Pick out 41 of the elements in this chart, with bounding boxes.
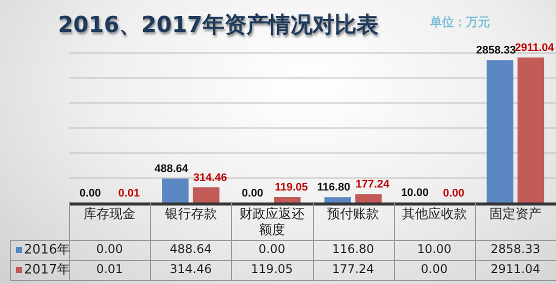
x-tick-label: 其他应收款: [402, 206, 467, 222]
text: 2858.33: [476, 44, 516, 57]
data-label: 0.00: [420, 262, 448, 276]
text: 单位：万元: [430, 14, 490, 31]
legend-label: 2017年: [24, 262, 70, 278]
bar: [486, 60, 514, 202]
data-label: 177.24: [332, 262, 374, 276]
text: 488.64: [154, 163, 188, 176]
bar: [274, 197, 301, 202]
data-label: 10.00: [417, 242, 452, 256]
data-label: 0.01: [96, 262, 123, 276]
data-label: 488.64: [170, 242, 212, 256]
text: 10.00: [401, 187, 429, 200]
text: 0.00: [442, 188, 464, 200]
text: 116.80: [317, 182, 350, 194]
x-tick-label: 固定资产: [489, 207, 542, 222]
legend-label: 2016年: [24, 242, 70, 258]
data-label: 2911.04: [490, 262, 540, 276]
text: 0.01: [118, 188, 140, 200]
data-label: 116.80: [332, 242, 374, 256]
x-tick-label: 预付账款: [327, 207, 380, 222]
chart-title: 2016、2017年资产情况对比表: [58, 12, 378, 40]
x-tick-label: 银行存款: [164, 207, 217, 222]
bar: [192, 187, 220, 202]
text: 177.24: [356, 178, 390, 191]
text: 0.00: [79, 188, 101, 200]
data-label: 314.46: [170, 262, 212, 276]
bar: [518, 57, 544, 202]
data-label: 0.00: [258, 242, 286, 256]
text: 2911.04: [514, 42, 554, 54]
bar: [324, 197, 351, 202]
data-label: 0.00: [96, 242, 123, 256]
text: 0.00: [242, 188, 264, 200]
data-label: 2858.33: [490, 242, 540, 256]
bar: [162, 178, 189, 202]
x-tick-label: 库存现金: [84, 207, 136, 222]
bar: [355, 194, 382, 202]
data-label: 119.05: [250, 262, 293, 276]
x-tick-label: 财政应返还额度: [239, 206, 304, 238]
text: 119.05: [274, 182, 308, 194]
text: 314.46: [193, 172, 227, 184]
